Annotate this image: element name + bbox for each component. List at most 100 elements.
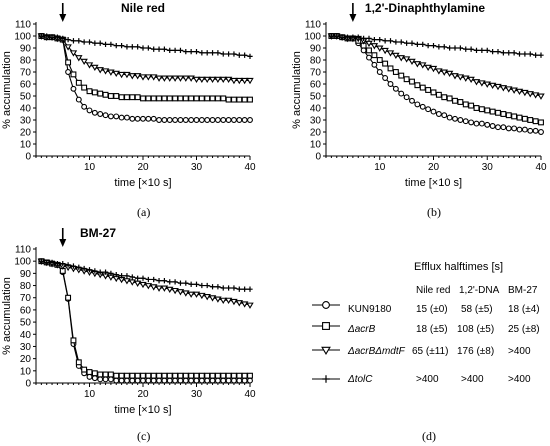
- data-point: [102, 376, 109, 383]
- series-line: [41, 260, 250, 290]
- data-point: [209, 50, 216, 56]
- legend-value: 58 (±5): [461, 304, 493, 315]
- data-point: [166, 95, 173, 102]
- data-point: [129, 44, 135, 50]
- y-tick-label: 40: [20, 104, 32, 115]
- y-tick-label: 50: [20, 92, 32, 103]
- data-point: [81, 39, 87, 45]
- data-point: [527, 127, 534, 134]
- legend-row: KUN9180 15 (±0) 58 (±5) 18 (±4): [312, 301, 540, 315]
- data-point: [203, 76, 211, 84]
- data-point: [420, 41, 426, 48]
- data-point: [403, 76, 410, 83]
- legend-strain: KUN9180: [348, 304, 392, 315]
- data-point: [511, 50, 517, 56]
- data-point: [54, 260, 61, 267]
- data-point: [166, 117, 173, 123]
- data-point: [76, 264, 82, 270]
- legend-value: 15 (±0): [416, 304, 448, 315]
- data-point: [123, 114, 130, 121]
- data-point: [209, 95, 216, 102]
- data-point: [219, 76, 227, 84]
- data-point: [495, 124, 501, 131]
- data-point: [472, 79, 481, 86]
- data-point: [188, 372, 195, 379]
- data-point: [516, 51, 523, 57]
- data-point: [150, 377, 157, 384]
- data-point: [247, 53, 253, 60]
- y-tick-label: 50: [310, 92, 322, 103]
- data-point: [511, 113, 518, 120]
- y-tick-label: 60: [310, 80, 322, 91]
- x-tick-label: 30: [191, 389, 203, 400]
- data-point: [113, 377, 120, 384]
- data-point: [413, 61, 422, 68]
- data-point: [479, 47, 485, 54]
- data-point: [402, 56, 411, 63]
- y-tick-label: 20: [310, 128, 322, 139]
- data-point: [489, 108, 496, 115]
- data-point: [231, 51, 237, 57]
- x-tick-label: 30: [191, 162, 203, 173]
- data-point: [488, 82, 497, 90]
- data-point: [414, 82, 421, 89]
- data-point: [398, 39, 404, 45]
- y-tick-label: 0: [25, 379, 31, 390]
- data-point: [91, 370, 98, 377]
- data-point: [129, 377, 136, 384]
- efflux-halftimes-legend: Efflux halftimes [s] Nile red 1,2'-DNA B…: [312, 261, 540, 443]
- data-point: [397, 55, 405, 62]
- y-axis-label: % accumulation: [291, 51, 303, 129]
- data-point: [75, 359, 82, 366]
- data-point: [134, 377, 141, 384]
- data-point: [97, 40, 103, 46]
- x-axis-label: time [×10 s]: [114, 177, 171, 189]
- data-point: [225, 117, 232, 123]
- data-point: [403, 40, 410, 46]
- data-point: [355, 34, 361, 40]
- data-point: [430, 108, 437, 115]
- data-point: [65, 36, 71, 43]
- data-point: [156, 372, 162, 379]
- data-point: [429, 65, 438, 73]
- data-point: [134, 372, 141, 379]
- legend-strain: ΔacrB: [347, 324, 376, 335]
- legend-row: ΔtolC >400 >400 >400: [312, 374, 531, 385]
- data-point: [220, 377, 227, 384]
- data-point: [419, 62, 427, 69]
- data-point: [65, 262, 71, 268]
- y-tick-label: 60: [20, 80, 32, 91]
- data-point: [107, 69, 115, 76]
- data-point: [38, 33, 44, 39]
- data-point: [145, 372, 152, 379]
- legend-col-dna: 1,2'-DNA: [459, 285, 500, 296]
- data-point: [247, 377, 253, 384]
- data-point: [220, 51, 226, 57]
- data-point: [198, 377, 205, 384]
- data-point: [495, 109, 501, 116]
- x-tick-label: 20: [428, 162, 440, 173]
- data-point: [118, 94, 125, 101]
- data-point: [70, 263, 77, 269]
- data-point: [424, 64, 432, 72]
- data-point: [537, 93, 545, 100]
- data-point: [484, 107, 491, 114]
- data-point: [236, 372, 243, 379]
- x-tick-label: 30: [482, 162, 494, 173]
- legend-row: ΔacrBΔmdtF 65 (±11) 176 (±8) >400: [312, 346, 531, 357]
- data-point: [135, 44, 141, 50]
- data-point: [446, 95, 453, 102]
- data-point: [96, 67, 104, 74]
- data-point: [65, 59, 72, 66]
- data-point: [177, 280, 184, 286]
- data-point: [193, 117, 200, 123]
- legend-value: 18 (±5): [416, 324, 448, 335]
- data-point: [381, 47, 389, 55]
- data-point: [107, 93, 114, 99]
- data-point: [441, 44, 447, 50]
- data-point: [75, 96, 82, 103]
- data-point: [516, 114, 523, 121]
- data-point: [409, 97, 415, 104]
